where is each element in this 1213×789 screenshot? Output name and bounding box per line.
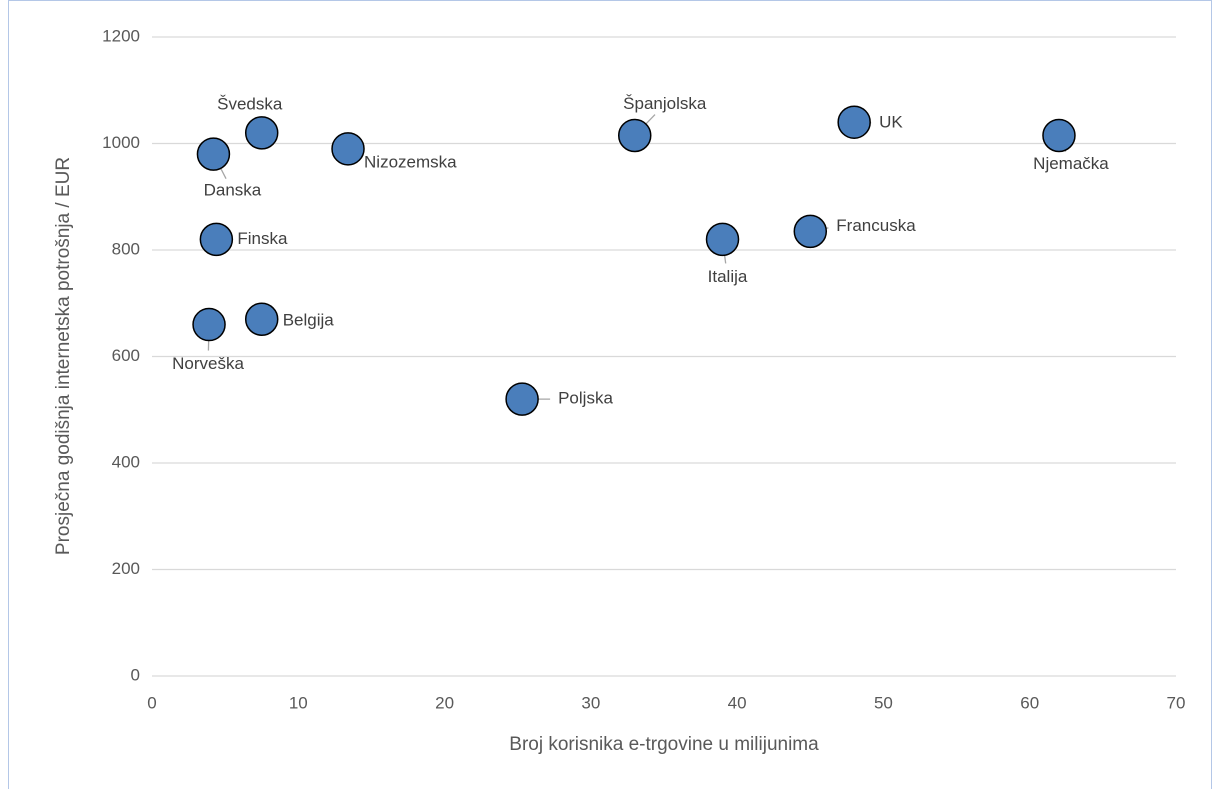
frame: [8, 0, 1212, 789]
y-tick-label: 200: [112, 559, 140, 578]
y-tick-label: 1200: [102, 26, 140, 45]
x-tick-label: 0: [147, 693, 156, 712]
y-tick-label: 400: [112, 452, 140, 471]
x-axis-title: Broj korisnika e-trgovine u milijunima: [509, 734, 819, 755]
x-tick-label: 40: [728, 693, 747, 712]
point-label: Njemačka: [1033, 154, 1109, 173]
point: [244, 116, 279, 150]
y-tick-label: 600: [112, 346, 140, 365]
x-tick-label: 30: [581, 693, 600, 712]
point: [705, 222, 740, 257]
y-tick-label: 1000: [102, 133, 140, 152]
point-label: Italija: [708, 267, 748, 286]
point: [837, 105, 871, 139]
point-label: Poljska: [558, 389, 613, 408]
point-label: Španjolska: [623, 94, 707, 113]
point: [192, 307, 226, 342]
x-tick-label: 60: [1020, 693, 1039, 712]
x-tick-label: 20: [435, 693, 454, 712]
point-label: Švedska: [217, 94, 283, 113]
x-tick-label: 10: [289, 693, 308, 712]
x-tick-label: 70: [1167, 693, 1186, 712]
point: [199, 222, 234, 257]
x-tick-label: 50: [874, 693, 893, 712]
point: [196, 137, 231, 171]
point-label: Danska: [204, 181, 262, 200]
y-tick-label: 0: [131, 665, 140, 684]
point: [617, 118, 652, 153]
point-label: Belgija: [283, 311, 335, 330]
point: [244, 302, 279, 336]
y-tick-label: 800: [112, 239, 140, 258]
y-axis-title: Prosječna godišnja internetska potrošnja…: [53, 157, 74, 555]
point: [1042, 118, 1076, 153]
point-label: Francuska: [836, 216, 916, 235]
point: [793, 214, 828, 249]
point: [505, 382, 539, 416]
point-label: Finska: [237, 229, 288, 248]
point-label: UK: [879, 113, 903, 132]
point-label: Nizozemska: [364, 152, 457, 171]
point-label: Norveška: [172, 354, 244, 373]
point: [331, 132, 365, 166]
